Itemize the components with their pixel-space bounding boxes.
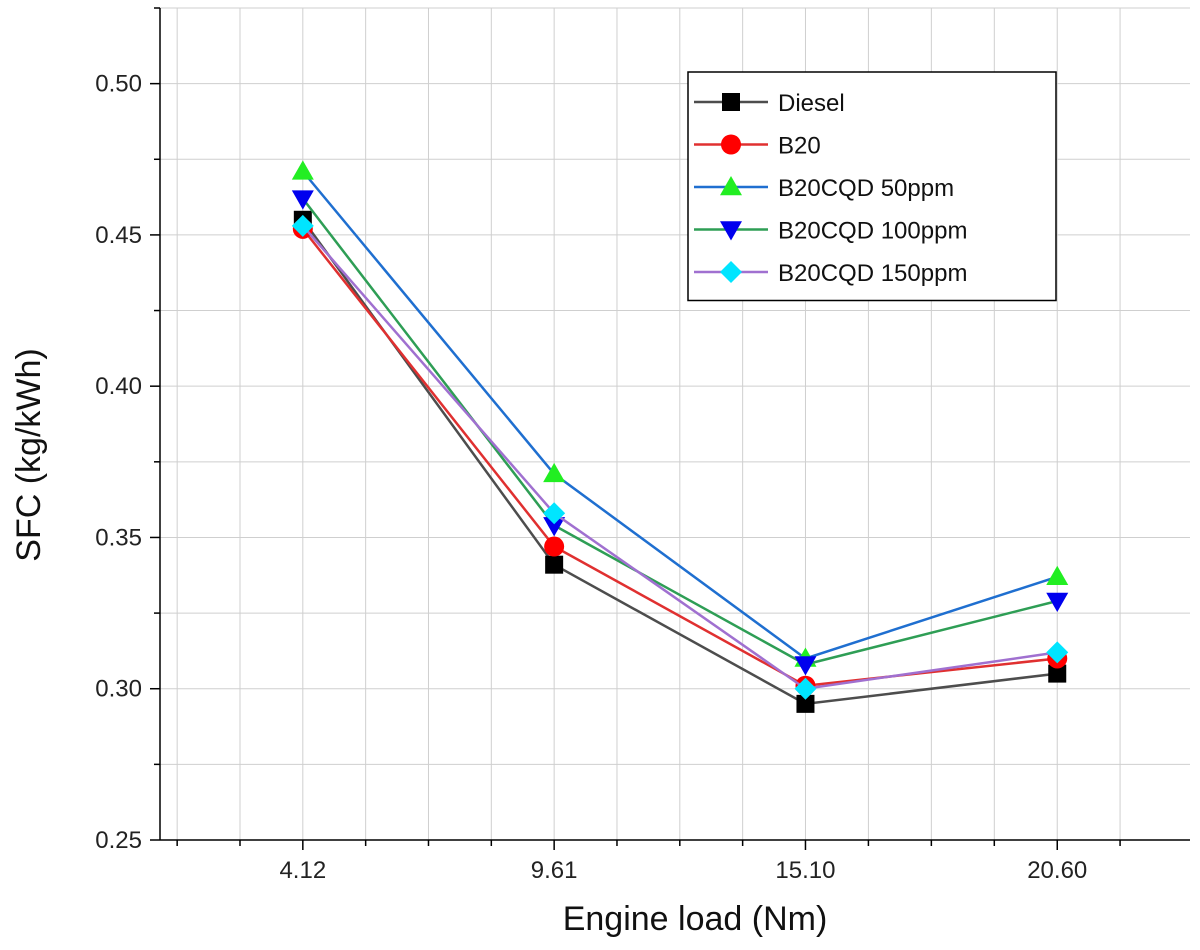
x-tick-label: 20.60 [1027, 857, 1087, 884]
legend-item: B20CQD 100ppm [694, 218, 967, 245]
x-tick-label: 9.61 [531, 857, 578, 884]
legend-item: Diesel [694, 90, 845, 117]
legend: Diesel B20 B20CQD 50ppm B20CQD 100ppm B20CQD… [687, 71, 1057, 302]
data-point [1048, 664, 1067, 683]
series-line [301, 170, 1058, 660]
series-line [301, 228, 1058, 687]
axes: 0.25 0.30 0.35 0.40 0.45 0.50 4.12 9.61 15.10 20.… [95, 7, 1190, 884]
y-tick-label: 0.35 [95, 524, 142, 551]
data-point [545, 555, 564, 574]
y-axis-title: SFC (kg/kWh) [10, 348, 48, 561]
series-line [301, 219, 1058, 706]
legend-label: B20CQD 50ppm [778, 175, 954, 202]
data-point [291, 160, 314, 180]
series-line [301, 197, 1058, 666]
data-point [544, 536, 565, 557]
data-point [291, 214, 314, 237]
x-tick-label: 4.12 [279, 857, 326, 884]
series-b20cqd-150ppm [291, 214, 1069, 700]
legend-marker [720, 261, 742, 283]
legend-label: Diesel [778, 90, 845, 117]
data-point [1046, 565, 1069, 586]
legend-label: B20 [778, 133, 821, 160]
legend-item: B20CQD 50ppm [694, 175, 954, 202]
data-point [543, 502, 566, 525]
data-point [543, 462, 566, 483]
data-point [794, 677, 817, 700]
legend-marker [721, 134, 741, 155]
legend-marker [722, 93, 740, 111]
y-tick-label: 0.50 [95, 71, 142, 98]
data-point [291, 190, 314, 210]
legend-label: B20CQD 100ppm [778, 218, 967, 245]
data-point [1046, 592, 1069, 612]
series-line [301, 225, 1058, 691]
x-tick-label: 15.10 [775, 857, 835, 884]
x-axis-title: Engine load (Nm) [563, 900, 828, 938]
legend-marker [720, 176, 742, 196]
data-point [794, 656, 817, 676]
legend-marker [720, 221, 742, 241]
series-group [291, 160, 1069, 713]
data-point [543, 517, 566, 537]
data-point [1046, 641, 1069, 664]
y-tick-label: 0.40 [95, 373, 142, 400]
y-tick-label: 0.30 [95, 676, 142, 703]
y-tick-label: 0.25 [95, 827, 142, 854]
series-b20cqd-100ppm [291, 190, 1069, 676]
legend-label: B20CQD 150ppm [778, 260, 967, 287]
grid [160, 7, 1190, 841]
data-point [796, 694, 815, 713]
legend-item: B20 [694, 133, 821, 160]
legend-item: B20CQD 150ppm [694, 260, 967, 287]
y-tick-label: 0.45 [95, 222, 142, 249]
